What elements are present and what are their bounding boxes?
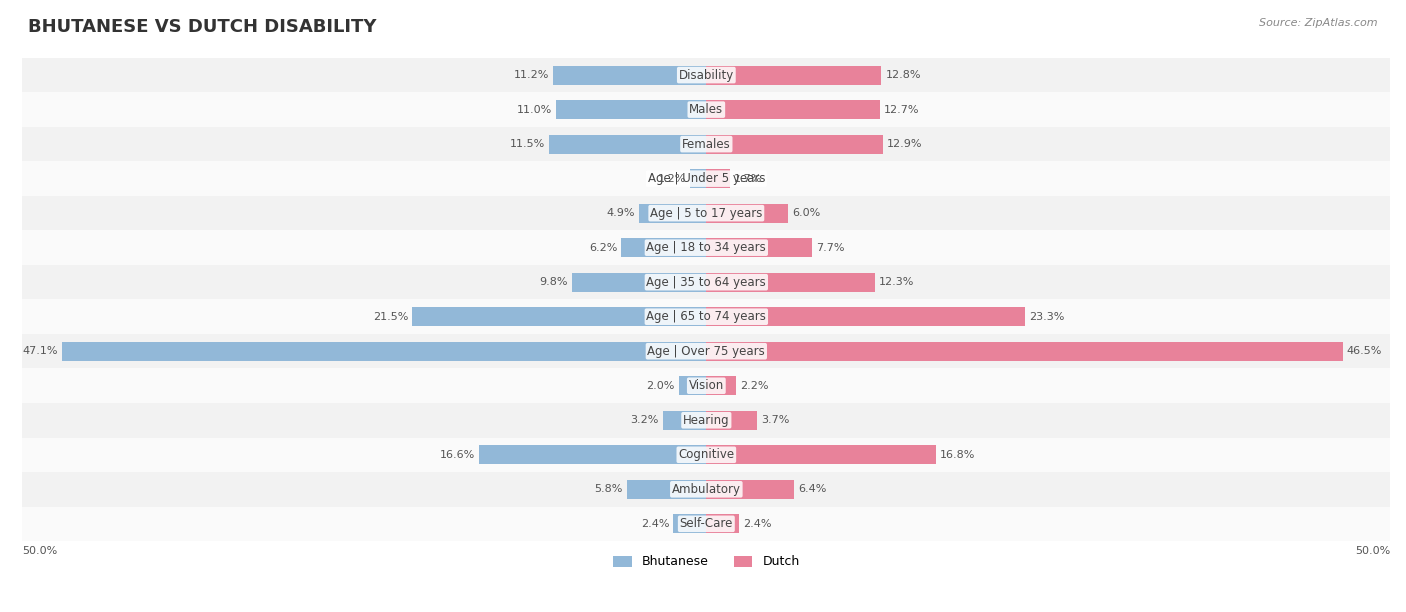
Bar xyxy=(706,376,737,395)
Text: Vision: Vision xyxy=(689,379,724,392)
Text: 2.4%: 2.4% xyxy=(744,519,772,529)
Text: 4.9%: 4.9% xyxy=(606,208,636,218)
Bar xyxy=(679,376,706,395)
Bar xyxy=(690,169,706,188)
Text: Females: Females xyxy=(682,138,731,151)
Bar xyxy=(706,204,789,223)
Text: 12.3%: 12.3% xyxy=(879,277,914,287)
Text: Age | 35 to 64 years: Age | 35 to 64 years xyxy=(647,275,766,289)
Bar xyxy=(706,238,811,257)
Text: 16.6%: 16.6% xyxy=(440,450,475,460)
Bar xyxy=(640,204,706,223)
Bar xyxy=(706,169,730,188)
Text: 1.7%: 1.7% xyxy=(734,174,762,184)
Bar xyxy=(22,472,1391,507)
Text: 7.7%: 7.7% xyxy=(815,243,844,253)
Text: Age | Over 75 years: Age | Over 75 years xyxy=(647,345,765,358)
Text: 3.7%: 3.7% xyxy=(761,416,789,425)
Bar xyxy=(22,231,1391,265)
Bar xyxy=(706,307,1025,326)
Bar xyxy=(706,341,1343,360)
Text: 50.0%: 50.0% xyxy=(1355,547,1391,556)
Bar xyxy=(22,58,1391,92)
Bar xyxy=(555,100,706,119)
Bar xyxy=(627,480,706,499)
Text: Source: ZipAtlas.com: Source: ZipAtlas.com xyxy=(1260,18,1378,28)
Text: 16.8%: 16.8% xyxy=(941,450,976,460)
Bar xyxy=(621,238,706,257)
Bar xyxy=(22,127,1391,162)
Bar xyxy=(22,265,1391,299)
Text: 12.9%: 12.9% xyxy=(887,139,922,149)
Text: Cognitive: Cognitive xyxy=(678,448,734,461)
Bar xyxy=(706,411,756,430)
Text: 11.2%: 11.2% xyxy=(513,70,548,80)
Bar xyxy=(706,273,875,292)
Bar xyxy=(706,480,794,499)
Text: Hearing: Hearing xyxy=(683,414,730,427)
Bar xyxy=(479,446,706,465)
Text: Males: Males xyxy=(689,103,724,116)
Text: 1.2%: 1.2% xyxy=(658,174,686,184)
Text: 2.2%: 2.2% xyxy=(741,381,769,390)
Bar xyxy=(548,135,706,154)
Bar xyxy=(22,196,1391,231)
Bar xyxy=(22,403,1391,438)
Text: 46.5%: 46.5% xyxy=(1347,346,1382,356)
Text: 21.5%: 21.5% xyxy=(373,312,408,322)
Text: 9.8%: 9.8% xyxy=(540,277,568,287)
Bar xyxy=(572,273,706,292)
Bar xyxy=(673,514,706,533)
Text: 5.8%: 5.8% xyxy=(595,484,623,494)
Text: Self-Care: Self-Care xyxy=(679,517,733,531)
Bar xyxy=(706,135,883,154)
Bar xyxy=(706,65,882,84)
Bar xyxy=(22,92,1391,127)
Text: 12.8%: 12.8% xyxy=(886,70,921,80)
Bar xyxy=(412,307,706,326)
Bar xyxy=(22,299,1391,334)
Text: Age | 65 to 74 years: Age | 65 to 74 years xyxy=(647,310,766,323)
Bar xyxy=(706,100,880,119)
Text: Age | 5 to 17 years: Age | 5 to 17 years xyxy=(650,207,762,220)
Text: 23.3%: 23.3% xyxy=(1029,312,1064,322)
Text: 12.7%: 12.7% xyxy=(884,105,920,114)
Text: 6.2%: 6.2% xyxy=(589,243,617,253)
Text: 11.5%: 11.5% xyxy=(509,139,546,149)
Bar xyxy=(22,334,1391,368)
Text: 6.0%: 6.0% xyxy=(793,208,821,218)
Text: Disability: Disability xyxy=(679,69,734,81)
Bar xyxy=(22,438,1391,472)
Text: 6.4%: 6.4% xyxy=(799,484,827,494)
Text: 2.4%: 2.4% xyxy=(641,519,669,529)
Text: Ambulatory: Ambulatory xyxy=(672,483,741,496)
Text: Age | 18 to 34 years: Age | 18 to 34 years xyxy=(647,241,766,254)
Legend: Bhutanese, Dutch: Bhutanese, Dutch xyxy=(607,550,804,573)
Bar xyxy=(706,446,936,465)
Text: Age | Under 5 years: Age | Under 5 years xyxy=(648,172,765,185)
Bar xyxy=(706,514,740,533)
Text: 2.0%: 2.0% xyxy=(647,381,675,390)
Bar xyxy=(22,507,1391,541)
Text: BHUTANESE VS DUTCH DISABILITY: BHUTANESE VS DUTCH DISABILITY xyxy=(28,18,377,36)
Text: 11.0%: 11.0% xyxy=(516,105,551,114)
Bar xyxy=(62,341,706,360)
Text: 47.1%: 47.1% xyxy=(22,346,58,356)
Text: 3.2%: 3.2% xyxy=(630,416,658,425)
Bar xyxy=(553,65,706,84)
Bar xyxy=(22,162,1391,196)
Text: 50.0%: 50.0% xyxy=(22,547,58,556)
Bar xyxy=(22,368,1391,403)
Bar xyxy=(662,411,706,430)
